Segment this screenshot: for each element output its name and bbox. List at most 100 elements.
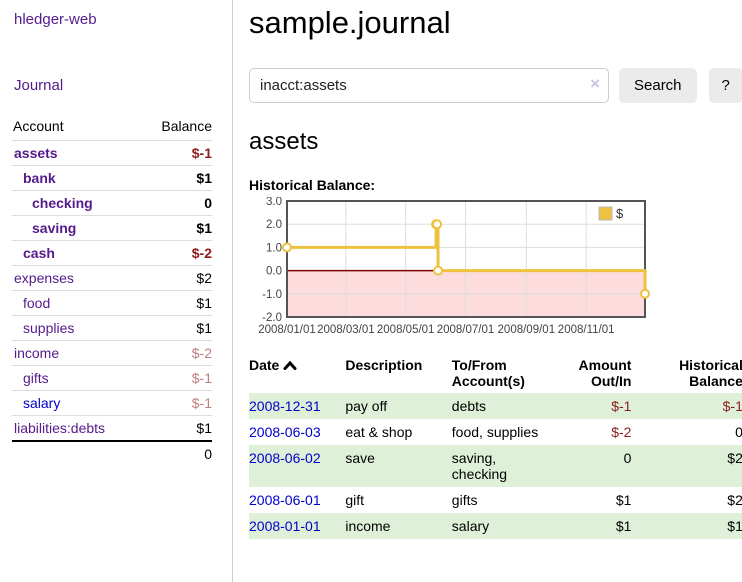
svg-text:2008/03/01: 2008/03/01 [317, 324, 375, 336]
search-input[interactable] [249, 68, 609, 103]
register-table: Date Description To/From Account(s) Amount … [249, 354, 742, 539]
data-point-marker [282, 242, 292, 253]
transaction-balance: $-1 [722, 398, 742, 414]
sidebar-account-supplies[interactable]: supplies [23, 320, 75, 336]
clear-search-icon[interactable]: × [590, 74, 600, 93]
transaction-accounts: food, supplies [451, 424, 539, 440]
register-body: 2008-12-31 pay off debts $-1 $-1 2008-06-03 ea… [249, 393, 742, 539]
account-balance: $-1 [140, 390, 212, 416]
account-balance: $-1 [140, 140, 212, 166]
page-title: sample.journal [249, 5, 451, 40]
transaction-balance: $2 [727, 492, 742, 508]
register-row: 2008-06-03 eat & shop food, supplies $-2 0 [249, 419, 742, 445]
transaction-amount: $-2 [611, 424, 632, 440]
account-balance: $-2 [140, 240, 212, 266]
svg-text:2008/01/01: 2008/01/01 [258, 324, 316, 336]
transaction-amount: $1 [615, 518, 632, 534]
account-tree-row: supplies $1 [12, 315, 212, 341]
sidebar-account-saving[interactable]: saving [32, 220, 77, 236]
account-tree-body: assets $-1 bank $1 checking 0 saving $1 cash $-2 e… [12, 140, 212, 441]
account-balance: $-2 [140, 340, 212, 366]
legend-swatch [598, 206, 613, 221]
svg-text:3.0: 3.0 [266, 197, 282, 208]
register-column-label: Historical Balance [679, 357, 742, 389]
svg-text:1.0: 1.0 [266, 242, 282, 254]
register-column-4: Historical Balance [641, 354, 742, 393]
data-point-marker [432, 219, 443, 230]
transaction-date-link[interactable]: 2008-06-03 [249, 424, 321, 440]
transaction-description: eat & shop [345, 424, 413, 440]
chart-label: Historical Balance: [249, 177, 376, 193]
account-total-row: 0 [12, 440, 212, 466]
account-tree-row: expenses $2 [12, 265, 212, 291]
svg-text:-2.0: -2.0 [262, 312, 282, 324]
account-tree-row: checking 0 [12, 190, 212, 216]
account-tree-row: food $1 [12, 290, 212, 316]
data-point-marker [433, 265, 444, 276]
sidebar-account-food[interactable]: food [23, 295, 51, 311]
sidebar-account-income[interactable]: income [14, 345, 60, 361]
sidebar-account-gifts[interactable]: gifts [23, 370, 49, 386]
account-tree-row: saving $1 [12, 215, 212, 241]
transaction-accounts: saving, checking [451, 450, 508, 482]
transaction-accounts: salary [451, 518, 490, 534]
account-balance: $-1 [140, 365, 212, 391]
account-tree-row: gifts $-1 [12, 365, 212, 391]
svg-text:-1.0: -1.0 [262, 289, 282, 301]
account-tree: Account Balance assets $-1 bank $1 checking 0… [12, 115, 212, 466]
account-page-title: assets [249, 128, 319, 155]
register-column-label: Description [345, 357, 423, 373]
account-balance: $1 [140, 165, 212, 191]
transaction-amount: 0 [623, 450, 632, 466]
register-column-label: Date [249, 357, 280, 373]
register-column-0[interactable]: Date [249, 354, 345, 393]
account-balance: $1 [140, 215, 212, 241]
transaction-date-link[interactable]: 2008-12-31 [249, 398, 321, 414]
main-content: sample.journal × Search ? assets Histori… [233, 0, 742, 582]
help-button[interactable]: ? [708, 68, 742, 103]
register-column-label: To/From Account(s) [451, 357, 525, 389]
sidebar-account-expenses[interactable]: expenses [14, 270, 74, 286]
register-column-1: Description [345, 354, 451, 393]
sort-ascending-icon [283, 360, 297, 370]
account-balance: $1 [140, 415, 212, 441]
transaction-balance: $1 [727, 518, 742, 534]
transaction-balance: 0 [735, 424, 742, 440]
sidebar-account-cash[interactable]: cash [23, 245, 55, 261]
transaction-date-link[interactable]: 2008-06-02 [249, 450, 321, 466]
account-tree-row: assets $-1 [12, 140, 212, 166]
search-form: × Search ? [249, 68, 742, 103]
register-column-3: Amount Out/In [558, 354, 641, 393]
sidebar-account-bank[interactable]: bank [23, 170, 56, 186]
sidebar-account-salary[interactable]: salary [23, 395, 61, 411]
transaction-accounts: gifts [451, 492, 478, 508]
historical-balance-chart: $3.0 2.0 1.0 0.0 -1.0 -2.0 2008/01/01 2008/03/0… [249, 196, 742, 342]
register-row: 2008-06-02 save saving, checking 0 $2 [249, 445, 742, 487]
account-balance: $2 [140, 265, 212, 291]
transaction-description: income [345, 518, 391, 534]
app-title-link[interactable]: hledger-web [14, 11, 97, 28]
account-column-header: Account [13, 118, 64, 134]
account-tree-row: bank $1 [12, 165, 212, 191]
register-row: 2008-01-01 income salary $1 $1 [249, 513, 742, 539]
sidebar-item-journal[interactable]: Journal [14, 77, 64, 94]
transaction-amount: $1 [615, 492, 632, 508]
account-total-value: 0 [140, 440, 212, 466]
account-tree-row: liabilities:debts $1 [12, 415, 212, 441]
search-button[interactable]: Search [619, 68, 697, 103]
svg-text:2008/07/01: 2008/07/01 [437, 324, 495, 336]
sidebar-account-liabilities-debts[interactable]: liabilities:debts [14, 420, 106, 436]
account-balance: 0 [140, 190, 212, 216]
transaction-date-link[interactable]: 2008-01-01 [249, 518, 321, 534]
register-column-label: Amount Out/In [578, 357, 632, 389]
svg-text:2008/09/01: 2008/09/01 [498, 324, 556, 336]
sidebar-account-checking[interactable]: checking [32, 195, 93, 211]
sidebar-account-assets[interactable]: assets [14, 145, 58, 161]
transaction-balance: $2 [727, 450, 742, 466]
data-point-marker [640, 288, 650, 299]
transaction-date-link[interactable]: 2008-06-01 [249, 492, 321, 508]
sidebar: hledger-web Journal Account Balance asse… [0, 0, 233, 582]
transaction-accounts: debts [451, 398, 487, 414]
transaction-amount: $-1 [611, 398, 632, 414]
